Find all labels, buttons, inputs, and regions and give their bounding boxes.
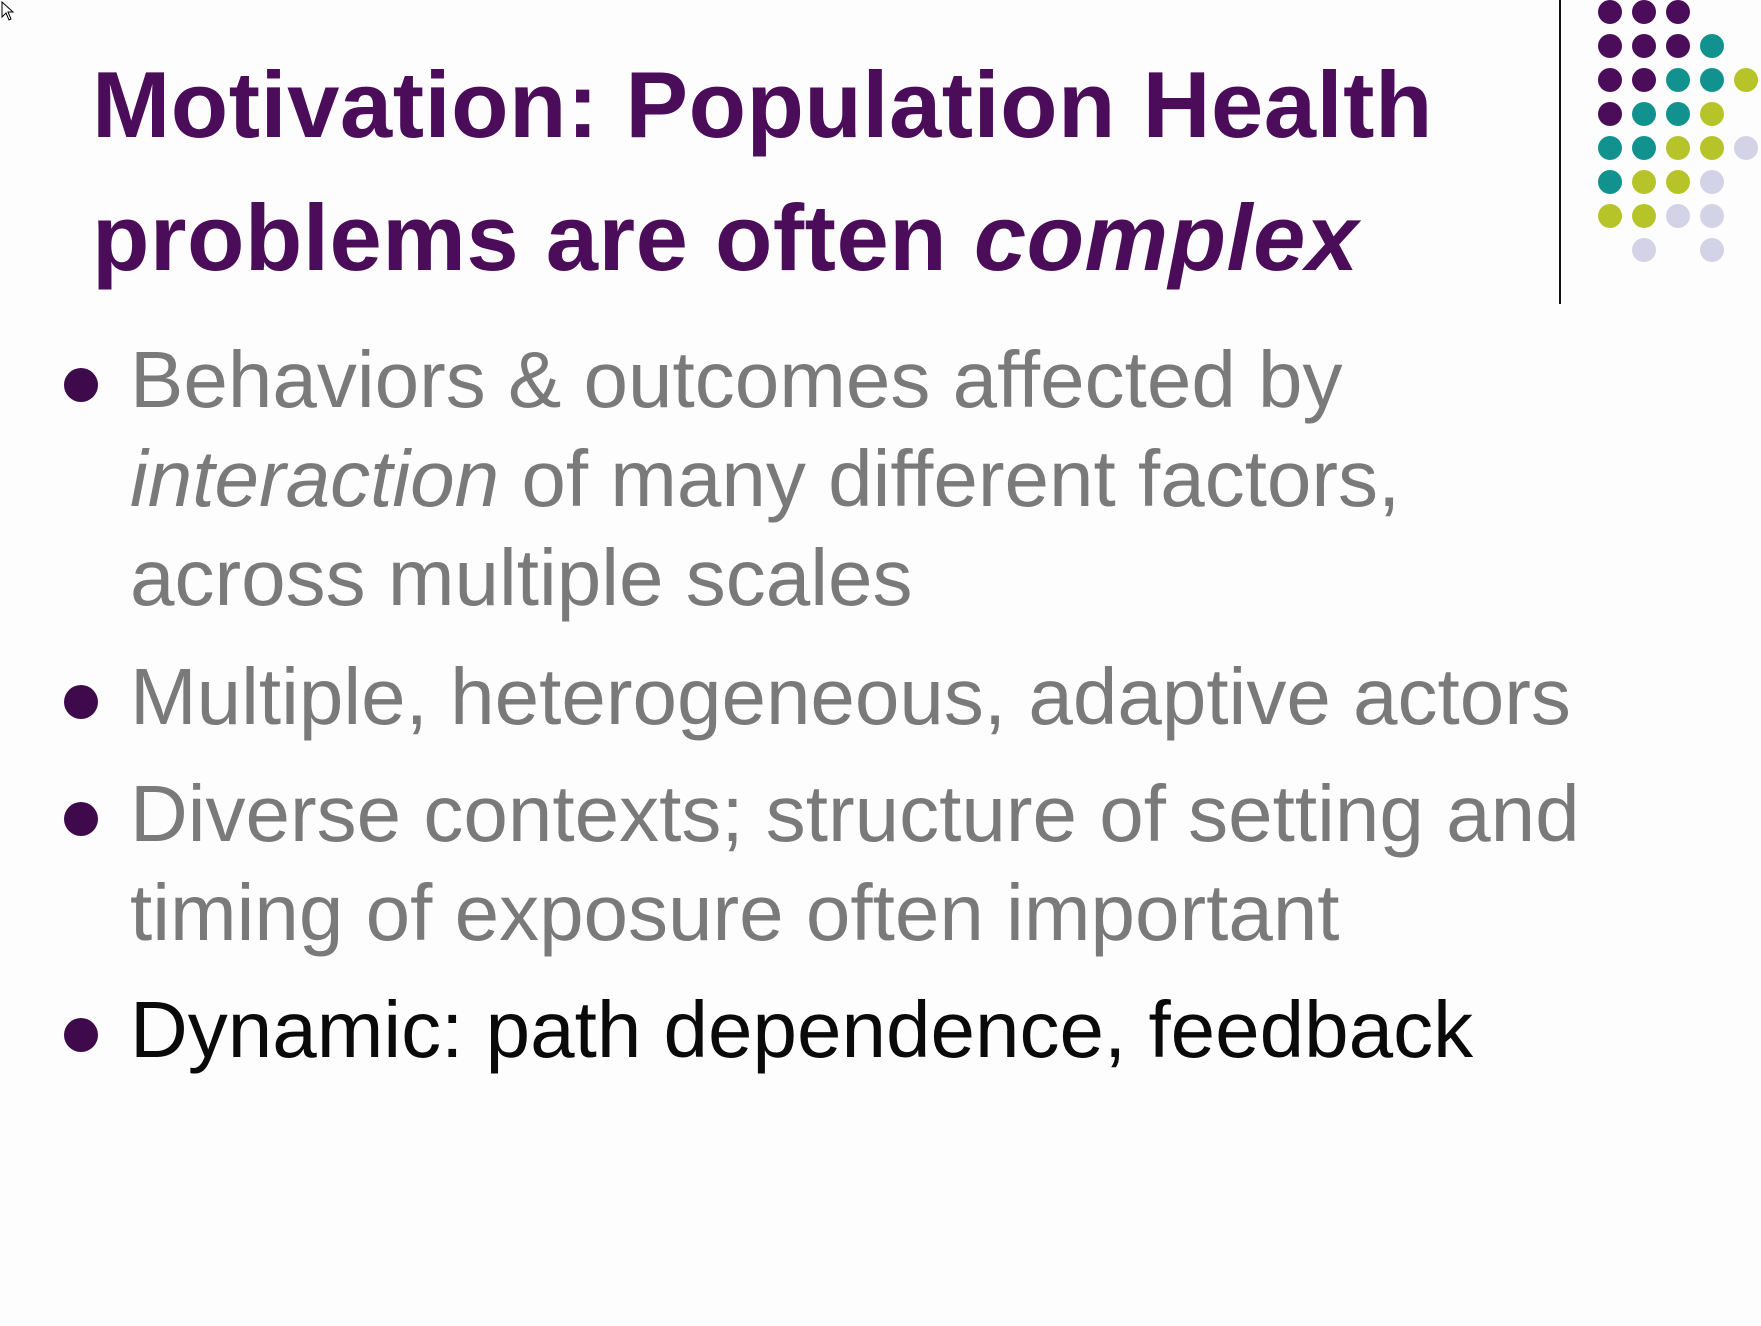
decorative-dot xyxy=(1632,136,1656,160)
decorative-dot xyxy=(1666,102,1690,126)
bullet-1-line-1: Behaviors & outcomes affected by xyxy=(130,335,1343,424)
bullet-marker-icon xyxy=(64,802,98,836)
decorative-dot xyxy=(1666,34,1690,58)
decorative-dot xyxy=(1734,68,1758,92)
title-divider-line xyxy=(1559,0,1561,304)
decorative-dot xyxy=(1666,170,1690,194)
bullet-1-emphasis: interaction xyxy=(130,434,500,523)
title-emphasis: complex xyxy=(973,185,1359,290)
decorative-dot xyxy=(1700,68,1724,92)
decorative-dot xyxy=(1666,0,1690,24)
decorative-dot xyxy=(1700,34,1724,58)
bullet-item: Behaviors & outcomes affected by interac… xyxy=(60,330,1710,627)
decorative-dot xyxy=(1700,170,1724,194)
decorative-dot xyxy=(1666,204,1690,228)
decorative-dot xyxy=(1666,68,1690,92)
bullet-item-active: Dynamic: path dependence, feedback xyxy=(60,980,1710,1079)
decorative-dot xyxy=(1734,136,1758,160)
bullet-list: Behaviors & outcomes affected by interac… xyxy=(60,330,1710,1079)
title-line-1: Motivation: Population Health xyxy=(92,52,1433,157)
decorative-dot xyxy=(1598,102,1622,126)
bullet-marker-icon xyxy=(64,685,98,719)
arrow-cursor-icon xyxy=(1,1,15,21)
bullet-marker-icon xyxy=(64,1018,98,1052)
decorative-dot xyxy=(1598,170,1622,194)
decorative-dot xyxy=(1632,102,1656,126)
bullet-3-line-2: timing of exposure often important xyxy=(130,868,1340,957)
bullet-3-line-1: Diverse contexts; structure of setting a… xyxy=(130,769,1580,858)
bullet-1-line-2: of many different factors, xyxy=(499,434,1401,523)
decorative-dot xyxy=(1632,238,1656,262)
decorative-dot xyxy=(1666,136,1690,160)
decorative-dot xyxy=(1632,68,1656,92)
decorative-dot xyxy=(1598,136,1622,160)
decorative-dot xyxy=(1700,238,1724,262)
bullet-item: Multiple, heterogeneous, adaptive actors xyxy=(60,647,1710,746)
decorative-dot xyxy=(1632,34,1656,58)
bullet-2-text: Multiple, heterogeneous, adaptive actors xyxy=(130,652,1571,741)
decorative-dot xyxy=(1700,102,1724,126)
title-line-2: problems are often xyxy=(92,185,974,290)
decorative-dot xyxy=(1632,0,1656,24)
bullet-marker-icon xyxy=(64,368,98,402)
slide-title: Motivation: Population Health problems a… xyxy=(92,38,1433,304)
decorative-dot xyxy=(1700,204,1724,228)
bullet-4-text: Dynamic: path dependence, feedback xyxy=(130,985,1474,1074)
decorative-dot xyxy=(1700,136,1724,160)
bullet-1-line-3: across multiple scales xyxy=(130,533,913,622)
decorative-dot xyxy=(1598,0,1622,24)
bullet-item: Diverse contexts; structure of setting a… xyxy=(60,764,1710,962)
decorative-dot xyxy=(1632,170,1656,194)
decorative-dot xyxy=(1598,68,1622,92)
decorative-dot xyxy=(1632,204,1656,228)
decorative-dot xyxy=(1598,204,1622,228)
decorative-dot xyxy=(1598,34,1622,58)
